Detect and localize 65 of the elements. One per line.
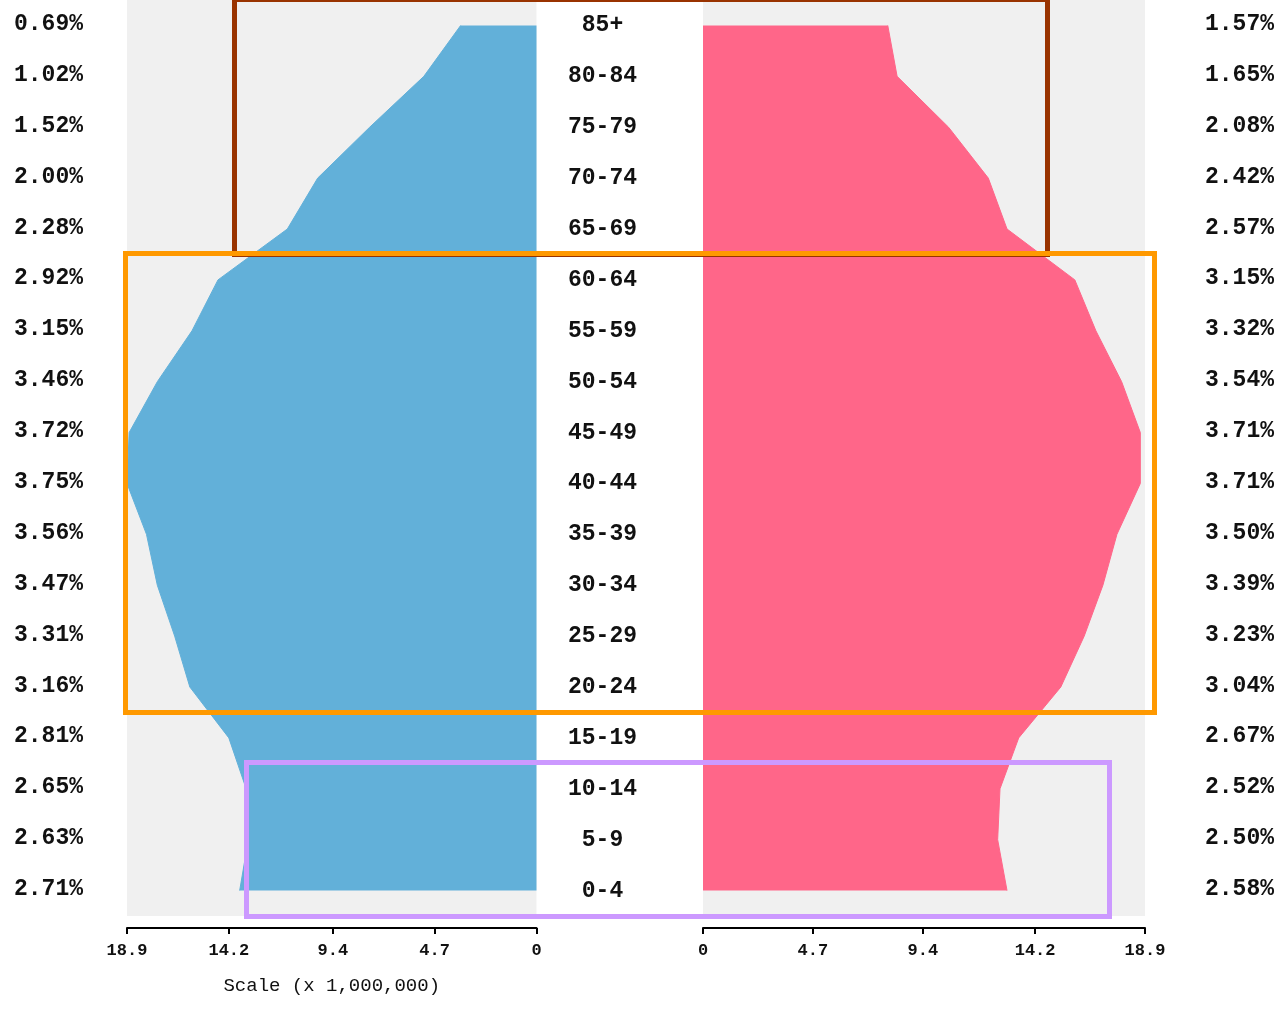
y-tick-label: 15-19	[567, 724, 637, 751]
text: 1.65%	[1204, 61, 1275, 88]
text: 3.71%	[1204, 468, 1275, 495]
text: 3.32%	[1204, 316, 1275, 343]
text: 3.31%	[14, 621, 84, 648]
text: 3.15%	[1204, 265, 1275, 292]
x-tick-label: 0	[531, 941, 542, 960]
y-tick-label: 50-54	[567, 368, 638, 395]
x-tick-label: 14.2	[1014, 941, 1056, 960]
text: 3.23%	[1204, 621, 1275, 648]
x-tick-label: 4.7	[797, 941, 829, 960]
text: 3.16%	[14, 672, 84, 699]
y-tick-label: 0-4	[581, 877, 624, 904]
text: 3.72%	[14, 418, 84, 445]
text: 2.63%	[14, 825, 84, 852]
y-tick-label: 10-14	[567, 775, 638, 802]
text: 2.57%	[1204, 214, 1275, 241]
text: 2.81%	[14, 723, 84, 750]
x-tick-label: 9.4	[907, 941, 939, 960]
text: 3.46%	[14, 367, 84, 394]
y-tick-label: 60-64	[567, 266, 638, 293]
text: 0.69%	[14, 10, 84, 37]
x-tick-label: 18.9	[1124, 941, 1166, 960]
y-tick-label: 5-9	[581, 826, 624, 853]
y-tick-label: 45-49	[567, 419, 637, 446]
text: 1.52%	[14, 112, 84, 139]
text: 2.92%	[14, 265, 84, 292]
text: 3.39%	[1204, 570, 1275, 597]
text: 3.47%	[14, 570, 84, 597]
text: 2.67%	[1204, 723, 1275, 750]
text: 2.65%	[14, 774, 84, 801]
y-tick-label: 55-59	[567, 317, 637, 344]
text: 1.02%	[14, 61, 84, 88]
text: 3.04%	[1204, 672, 1275, 699]
text: 3.75%	[14, 468, 84, 495]
x-tick-label: 0	[697, 941, 709, 960]
y-tick-label: 35-39	[567, 521, 637, 548]
y-tick-label: 75-79	[567, 114, 637, 141]
y-tick-label: 40-44	[567, 470, 638, 497]
y-tick-label: 85+	[581, 12, 624, 39]
text: 2.08%	[1204, 112, 1275, 139]
y-tick-label: 25-29	[567, 623, 637, 650]
text: 2.58%	[1204, 876, 1275, 903]
y-tick-label: 80-84	[567, 63, 638, 90]
y-tick-label: 65-69	[567, 216, 637, 242]
text: 1.57%	[1204, 10, 1275, 37]
x-axis-title: Scale (x 1,000,000)	[223, 974, 441, 997]
text: 2.42%	[1204, 163, 1275, 190]
x-tick-label: 9.4	[317, 941, 349, 960]
x-tick-label: 4.7	[419, 941, 450, 960]
text: 3.56%	[14, 519, 84, 546]
x-tick-label: 14.2	[208, 941, 250, 960]
text: 3.50%	[1204, 519, 1275, 546]
x-tick-label: 18.9	[106, 941, 148, 960]
text: 3.15%	[14, 316, 84, 343]
y-tick-label: 30-34	[567, 572, 638, 599]
text: 2.00%	[14, 163, 84, 190]
text: 3.71%	[1204, 418, 1275, 445]
y-tick-label: 20-24	[567, 674, 638, 700]
text: 2.52%	[1204, 774, 1275, 801]
text: 2.28%	[14, 214, 84, 241]
text: 2.71%	[14, 876, 84, 903]
text: 2.50%	[1204, 825, 1275, 852]
y-tick-label: 70-74	[567, 165, 638, 192]
text: 3.54%	[1204, 367, 1275, 394]
